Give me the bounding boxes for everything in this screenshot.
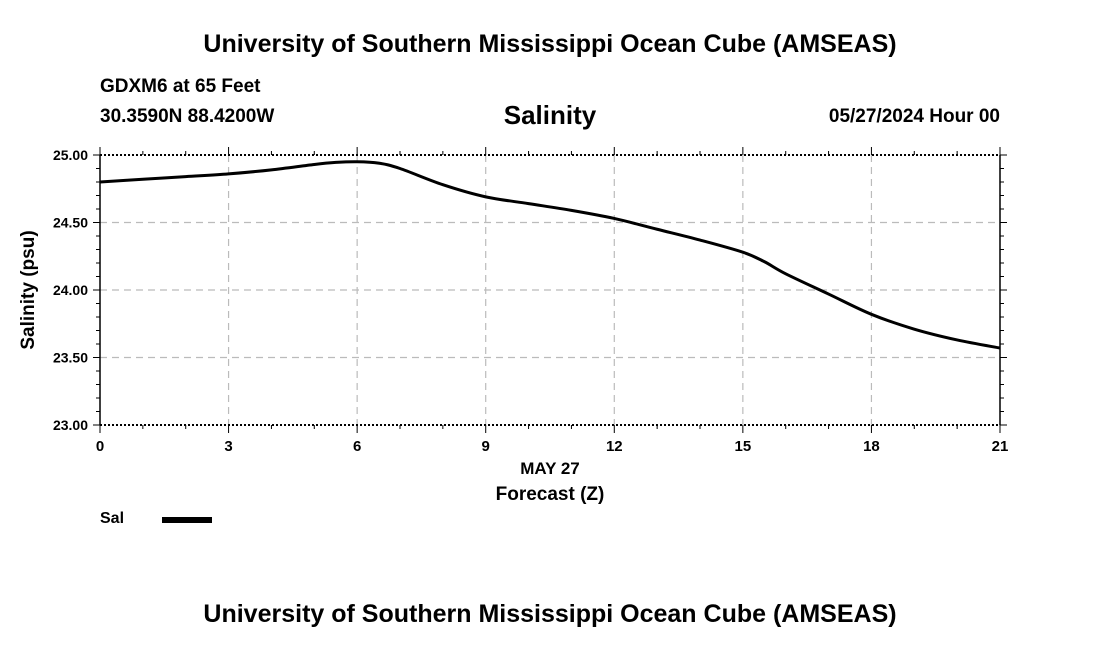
series-layer	[99, 160, 1001, 350]
station-label: GDXM6 at 65 Feet	[100, 76, 261, 97]
x-axis-date-label: MAY 27	[520, 459, 580, 478]
chart-title: Salinity	[503, 100, 597, 130]
forecast-datetime: 05/27/2024 Hour 00	[828, 106, 1000, 127]
legend-line-swatch	[162, 517, 212, 523]
coordinates-label: 30.3590N 88.4200W	[100, 106, 275, 127]
y-axis-label: Salinity (psu)	[18, 230, 39, 349]
x-tick-label: 3	[224, 438, 232, 455]
x-tick-label: 0	[96, 438, 104, 455]
grid	[100, 155, 1000, 425]
y-tick-label: 23.50	[53, 350, 88, 366]
y-tick-label: 24.00	[53, 282, 88, 298]
y-tick-label: 25.00	[53, 147, 88, 163]
x-tick-label: 6	[353, 438, 361, 455]
legend-label: Sal	[100, 510, 125, 527]
x-axis-label: Forecast (Z)	[496, 484, 605, 505]
tick-labels: 23.00 23.50 24.00 24.50 25.00 0 3 6 9 12 15 18 21	[53, 147, 1008, 455]
x-tick-label: 21	[992, 438, 1009, 455]
x-tick-label: 15	[735, 438, 752, 455]
x-tick-label: 9	[482, 438, 490, 455]
main-title: University of Southern Mississippi Ocean…	[203, 30, 897, 58]
footer-title: University of Southern Mississippi Ocean…	[203, 600, 897, 628]
y-tick-label: 23.00	[53, 417, 88, 433]
y-tick-label: 24.50	[53, 215, 88, 231]
series-line-sal	[99, 160, 1001, 350]
x-tick-label: 12	[606, 438, 623, 455]
axes	[93, 147, 1007, 433]
x-tick-label: 18	[863, 438, 880, 455]
